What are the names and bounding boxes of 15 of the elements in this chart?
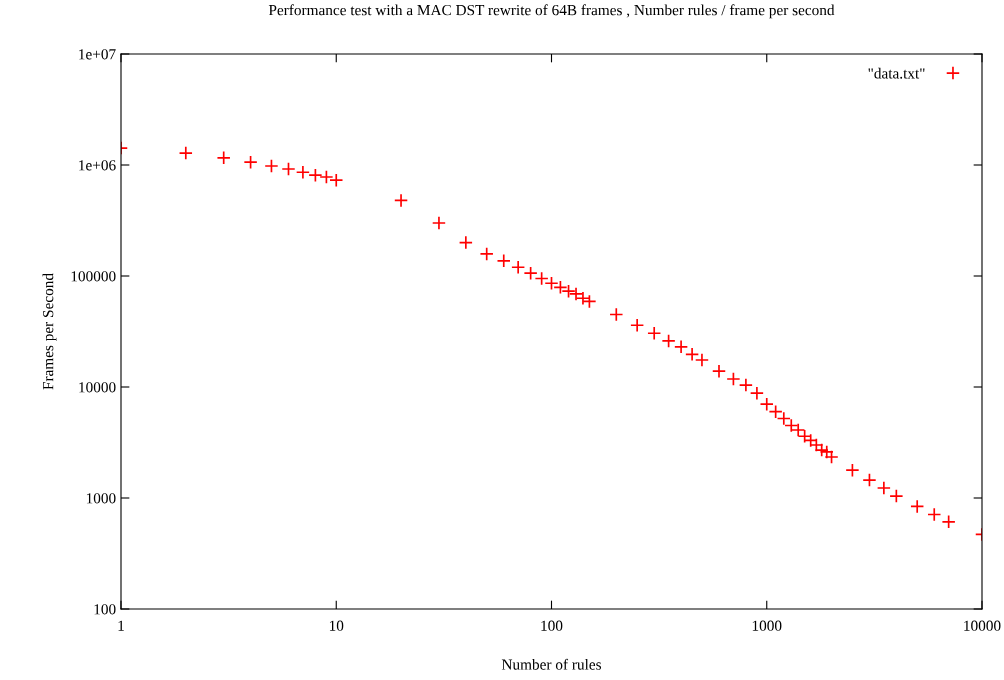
chart-title: Performance test with a MAC DST rewrite of 64B frames , Number rules / frame per second xyxy=(268,4,835,19)
x-tick-label: 100 xyxy=(541,620,563,631)
x-tick-label: 1000 xyxy=(752,620,782,631)
y-tick-label: 100000 xyxy=(71,271,116,282)
x-tick-label: 1 xyxy=(118,620,124,631)
legend-label: "data.txt" xyxy=(868,67,925,79)
y-tick-label: 1e+06 xyxy=(79,160,116,171)
x-tick-label: 10 xyxy=(329,620,344,631)
y-axis-title: Frames per Second xyxy=(42,273,57,390)
y-tick-label: 10000 xyxy=(79,382,116,393)
y-tick-label: 1000 xyxy=(86,493,116,504)
x-tick-label: 10000 xyxy=(964,620,1001,631)
y-tick-label: 100 xyxy=(94,604,116,615)
x-axis-title: Number of rules xyxy=(501,658,602,670)
y-tick-label: 1e+07 xyxy=(79,49,116,60)
